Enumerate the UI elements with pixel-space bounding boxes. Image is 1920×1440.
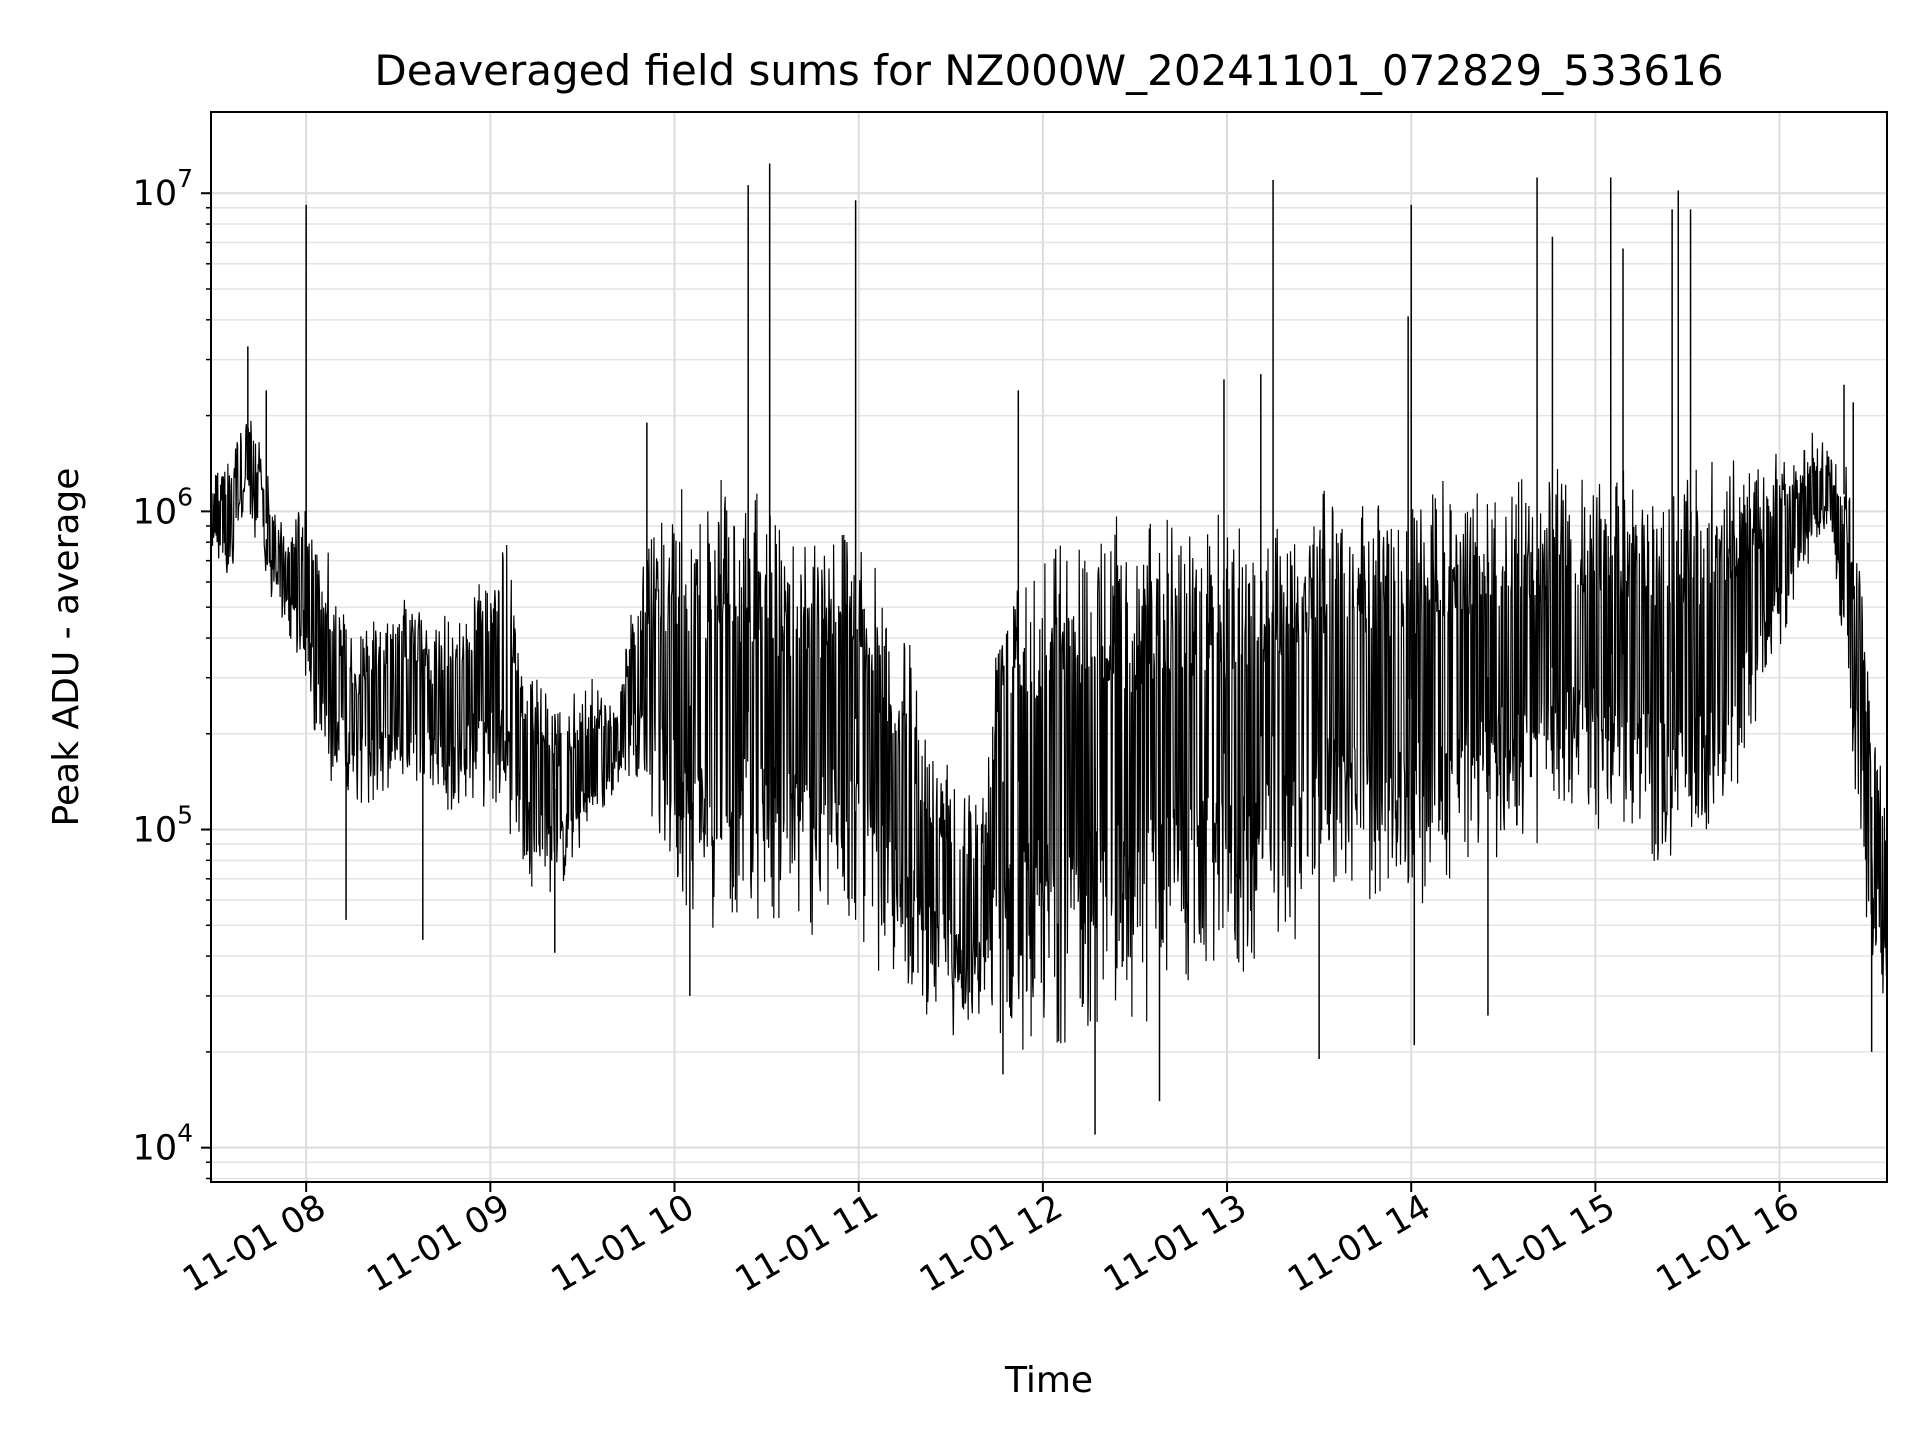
y-axis-label: Peak ADU - average — [46, 468, 87, 827]
y-tick-base: 10 — [133, 174, 178, 214]
y-tick-base: 10 — [133, 492, 178, 532]
plot-frame — [210, 111, 1888, 1183]
y-tick-label: 104 — [133, 1119, 193, 1169]
y-tick-exponent: 6 — [177, 482, 193, 511]
x-axis-label: Time — [1004, 1360, 1093, 1401]
y-tick-exponent: 7 — [177, 164, 193, 193]
y-tick-base: 10 — [133, 811, 178, 851]
y-tick-base: 10 — [133, 1129, 178, 1169]
y-tick-exponent: 4 — [177, 1119, 193, 1148]
chart-title: Deaveraged field sums for NZ000W_2024110… — [374, 46, 1723, 95]
y-tick-label: 105 — [133, 801, 193, 851]
data-trace — [210, 163, 1888, 1135]
series-line — [210, 420, 1888, 1050]
y-tick-label: 106 — [133, 482, 193, 532]
y-tick-label: 107 — [133, 164, 193, 214]
y-tick-exponent: 5 — [177, 801, 193, 830]
